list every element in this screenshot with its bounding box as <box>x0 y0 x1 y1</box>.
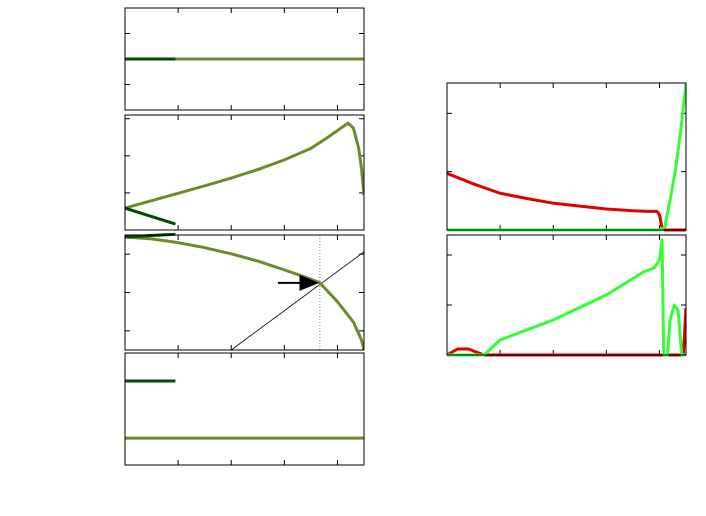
panel-frame <box>124 7 365 111</box>
panel-frame <box>446 82 687 231</box>
panel <box>124 352 365 466</box>
panel <box>124 7 365 111</box>
series-line <box>447 307 686 357</box>
panel <box>124 114 365 231</box>
series-line <box>125 121 364 210</box>
panel <box>446 234 687 357</box>
panel <box>446 82 687 232</box>
series-line <box>447 238 686 357</box>
panel-frame <box>124 352 365 466</box>
series-line <box>447 172 686 232</box>
panel <box>124 233 365 351</box>
panel-frame <box>124 114 365 231</box>
series-line <box>125 206 176 226</box>
panel-frame <box>446 234 687 356</box>
panel-frame <box>124 234 365 351</box>
series-line <box>125 235 364 351</box>
series-line <box>447 84 686 232</box>
series-line <box>230 251 364 351</box>
